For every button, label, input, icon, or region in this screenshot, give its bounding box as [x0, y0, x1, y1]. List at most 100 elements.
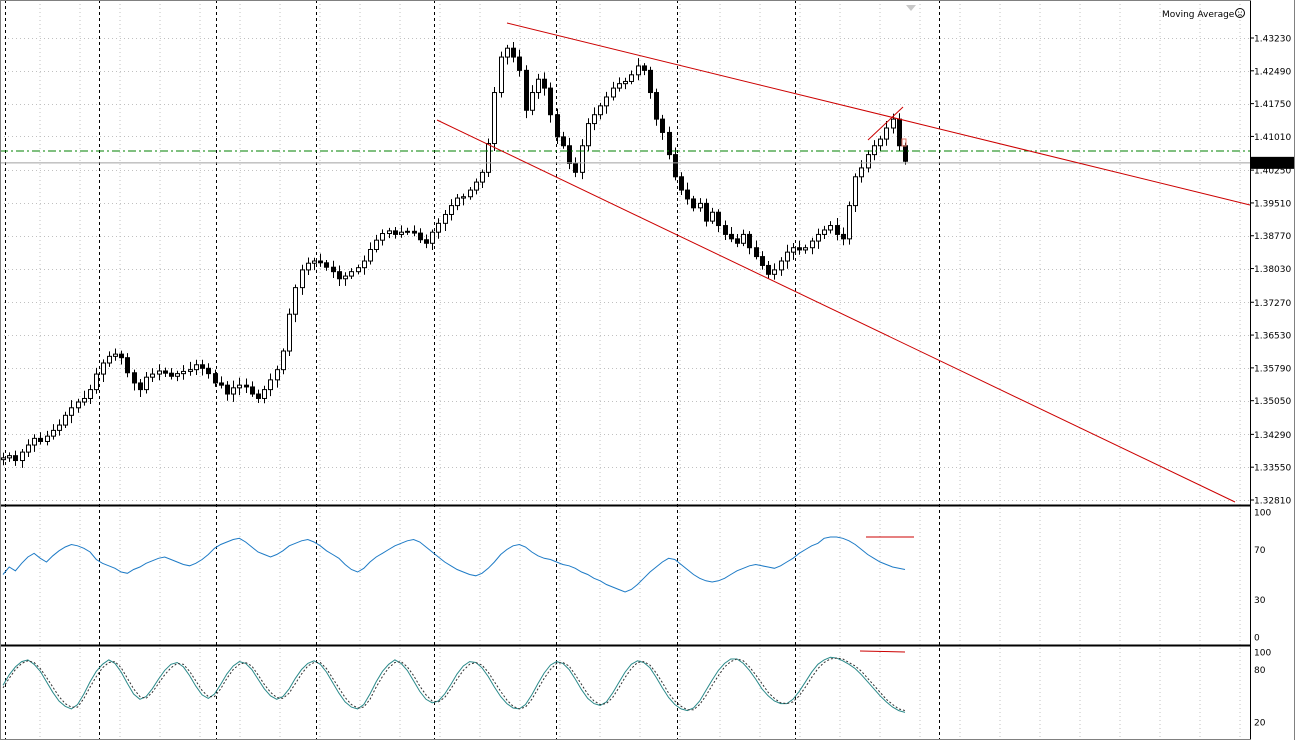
- candle: [847, 201, 852, 245]
- candle: [828, 221, 833, 234]
- candle: [38, 432, 43, 445]
- candle: [449, 199, 454, 221]
- candle-body-down: [337, 271, 342, 280]
- candle: [399, 225, 404, 238]
- candle-body-up: [499, 56, 504, 94]
- candle: [7, 452, 12, 462]
- candle: [816, 228, 821, 249]
- close-indicator-icon[interactable]: [1235, 8, 1245, 18]
- candle-body-up: [349, 271, 354, 277]
- candle-body-up: [785, 251, 790, 262]
- candle-body-up: [866, 154, 871, 169]
- rsi-pane[interactable]: [2, 536, 914, 593]
- rsi-line: [2, 536, 906, 593]
- candle: [698, 198, 703, 212]
- candle-body-up: [598, 105, 603, 116]
- candle-body-down: [256, 393, 261, 399]
- candle-body-up: [629, 74, 634, 82]
- price-pane[interactable]: [0, 22, 1251, 503]
- candle: [262, 385, 267, 404]
- price-tick-label: 1.41750: [1254, 100, 1291, 110]
- current-price-label: 1.40414: [1254, 159, 1291, 169]
- candle-body-up: [772, 269, 777, 275]
- candle: [480, 169, 485, 188]
- candle-body-up: [57, 424, 62, 431]
- candle: [300, 264, 305, 295]
- candle: [660, 114, 665, 140]
- candle-body-up: [262, 389, 267, 399]
- candle-body-up: [306, 262, 311, 271]
- candle-body-up: [194, 364, 199, 371]
- candle: [797, 240, 802, 255]
- candle-body-up: [374, 239, 379, 250]
- candle: [492, 87, 497, 152]
- candle-body-up: [474, 181, 479, 191]
- candle-body-up: [486, 143, 491, 173]
- candle-body-up: [617, 83, 622, 89]
- candle: [206, 363, 211, 379]
- candle: [443, 210, 448, 231]
- stochastic-main-line: [2, 656, 906, 713]
- candle: [281, 348, 286, 375]
- candle: [567, 137, 572, 170]
- candle: [872, 140, 877, 161]
- candle-body-up: [312, 260, 317, 264]
- candle: [219, 376, 224, 389]
- candle: [213, 369, 218, 387]
- candle: [237, 377, 242, 396]
- candle-body-up: [237, 384, 242, 389]
- candle: [729, 226, 734, 243]
- candle-body-down: [169, 372, 174, 377]
- candle: [312, 257, 317, 271]
- chart-shift-marker[interactable]: [906, 5, 916, 11]
- candle: [349, 268, 354, 279]
- candle-body-up: [461, 196, 466, 199]
- candle-body-down: [318, 260, 323, 264]
- candle-body-up: [436, 222, 441, 233]
- candle: [580, 139, 585, 180]
- candle-body-down: [729, 233, 734, 240]
- candle: [144, 372, 149, 394]
- candle: [430, 229, 435, 250]
- candle: [343, 272, 348, 286]
- candle: [592, 107, 597, 131]
- candle: [337, 265, 342, 287]
- candle-body-down: [125, 357, 130, 374]
- candle-body-down: [835, 225, 840, 235]
- candle-body-down: [691, 198, 696, 209]
- candle-body-down: [797, 247, 802, 251]
- candle-body-up: [157, 370, 162, 375]
- candle-body-down: [200, 364, 205, 369]
- candle-body-up: [231, 387, 236, 395]
- candle: [629, 70, 634, 85]
- candle: [859, 160, 864, 183]
- candle: [362, 255, 367, 275]
- candle-body-down: [903, 145, 908, 162]
- candle: [138, 379, 143, 397]
- candle: [94, 367, 99, 394]
- candle-body-up: [859, 167, 864, 178]
- candle-body-down: [561, 136, 566, 147]
- candle: [387, 227, 392, 239]
- candle-body-up: [293, 287, 298, 315]
- candle: [76, 398, 81, 413]
- candle-body-down: [567, 145, 572, 164]
- candle-body-up: [63, 414, 68, 426]
- candle-body-down: [324, 262, 329, 268]
- stochastic-pane[interactable]: [2, 650, 906, 713]
- candle: [891, 113, 896, 134]
- candle: [598, 102, 603, 120]
- candle-body-down: [654, 92, 659, 120]
- price-tick-label: 1.42490: [1254, 67, 1291, 77]
- candle: [368, 242, 373, 265]
- candle: [175, 370, 180, 382]
- candle-body-up: [791, 247, 796, 253]
- stochastic-tick-label: 100: [1254, 649, 1271, 659]
- rsi-tick-label: 0: [1254, 634, 1260, 644]
- indicator-label[interactable]: Moving Average: [1162, 10, 1235, 20]
- candle-body-up: [878, 138, 883, 147]
- current-price-tag-bg: [1251, 156, 1294, 169]
- trendline-short: [867, 106, 904, 141]
- candle: [654, 88, 659, 126]
